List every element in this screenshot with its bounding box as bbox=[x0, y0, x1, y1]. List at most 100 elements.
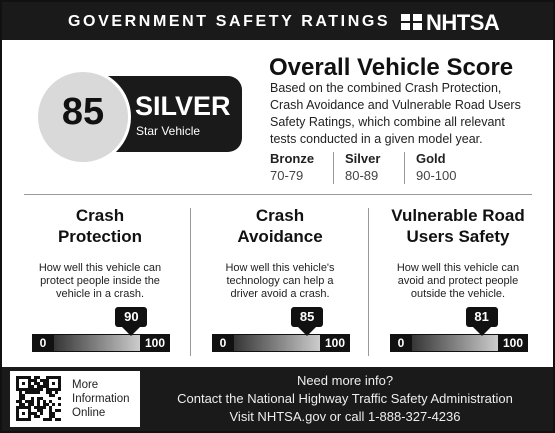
category-description: vehicle in a crash. bbox=[55, 288, 145, 300]
qr-cell bbox=[28, 415, 31, 418]
qr-cell bbox=[25, 388, 28, 391]
qr-cell bbox=[58, 382, 61, 385]
category-title: Crash bbox=[75, 206, 125, 225]
column-divider bbox=[368, 208, 369, 356]
qr-cell bbox=[22, 376, 25, 379]
qr-code bbox=[16, 376, 61, 421]
qr-cell bbox=[49, 400, 52, 403]
tier-name: Gold bbox=[416, 151, 446, 166]
qr-cell bbox=[49, 406, 52, 409]
category-title: Crash bbox=[255, 206, 305, 225]
category-description: avoid and protect people bbox=[397, 275, 519, 287]
score-circle bbox=[35, 69, 131, 165]
qr-cell bbox=[43, 385, 46, 388]
qr-cell bbox=[52, 412, 55, 415]
tier-name: Bronze bbox=[270, 151, 315, 166]
qr-cell bbox=[43, 382, 46, 385]
qr-cell bbox=[16, 388, 19, 391]
qr-cell bbox=[34, 388, 37, 391]
qr-cell bbox=[58, 376, 61, 379]
qr-cell bbox=[34, 415, 37, 418]
qr-cell bbox=[37, 397, 40, 400]
qr-cell bbox=[52, 382, 55, 385]
logo-icons bbox=[401, 14, 422, 30]
qr-cell bbox=[19, 376, 22, 379]
qr-cell bbox=[49, 418, 52, 421]
qr-cell bbox=[16, 406, 19, 409]
gauge-min: 0 bbox=[390, 334, 412, 352]
qr-cell bbox=[16, 400, 19, 403]
tier-range: 90-100 bbox=[416, 168, 457, 183]
qr-cell bbox=[28, 379, 31, 382]
qr-cell bbox=[40, 409, 43, 412]
gauge-max: 100 bbox=[140, 334, 170, 352]
qr-cell bbox=[49, 394, 52, 397]
category-description: driver avoid a crash. bbox=[230, 288, 330, 300]
qr-cell bbox=[37, 403, 40, 406]
qr-cell bbox=[31, 397, 34, 400]
qr-cell bbox=[25, 400, 28, 403]
qr-cell bbox=[55, 391, 58, 394]
qr-cell bbox=[25, 391, 28, 394]
tier-divider bbox=[333, 152, 334, 184]
qr-cell bbox=[19, 406, 22, 409]
marker-pointer bbox=[298, 327, 317, 336]
qr-cell bbox=[22, 397, 25, 400]
qr-cell bbox=[19, 403, 22, 406]
qr-cell bbox=[46, 382, 49, 385]
qr-label: Online bbox=[72, 407, 106, 419]
qr-cell bbox=[31, 403, 34, 406]
tier-range: 80-89 bbox=[345, 168, 379, 183]
qr-cell bbox=[31, 391, 34, 394]
category-description: How well this vehicle's bbox=[225, 262, 335, 274]
qr-cell bbox=[28, 406, 31, 409]
qr-cell bbox=[16, 376, 19, 379]
score-value: 85 bbox=[61, 91, 105, 133]
qr-cell bbox=[40, 406, 43, 409]
overall-description: Crash Avoidance and Vulnerable Road User… bbox=[270, 98, 521, 112]
tier-range: 70-79 bbox=[270, 168, 304, 183]
qr-cell bbox=[49, 388, 52, 391]
qr-cell bbox=[37, 382, 40, 385]
column-divider bbox=[190, 208, 191, 356]
qr-cell bbox=[28, 403, 31, 406]
qr-cell bbox=[34, 412, 37, 415]
header-title: GOVERNMENT SAFETY RATINGS bbox=[68, 13, 391, 30]
category-title: Avoidance bbox=[237, 227, 323, 246]
qr-cell bbox=[58, 409, 61, 412]
qr-cell bbox=[55, 376, 58, 379]
qr-cell bbox=[22, 394, 25, 397]
category-description: technology can help a bbox=[226, 275, 334, 287]
qr-cell bbox=[16, 418, 19, 421]
qr-cell bbox=[28, 385, 31, 388]
contact-line: Need more info? bbox=[296, 373, 394, 388]
qr-cell bbox=[37, 406, 40, 409]
qr-cell bbox=[16, 415, 19, 418]
qr-cell bbox=[58, 397, 61, 400]
qr-cell bbox=[16, 409, 19, 412]
qr-cell bbox=[25, 418, 28, 421]
qr-cell bbox=[52, 403, 55, 406]
qr-cell bbox=[37, 400, 40, 403]
qr-cell bbox=[28, 412, 31, 415]
qr-cell bbox=[37, 391, 40, 394]
qr-cell bbox=[25, 406, 28, 409]
qr-cell bbox=[58, 403, 61, 406]
qr-cell bbox=[43, 418, 46, 421]
qr-cell bbox=[52, 388, 55, 391]
qr-cell bbox=[40, 397, 43, 400]
qr-cell bbox=[49, 409, 52, 412]
qr-cell bbox=[46, 418, 49, 421]
category-title: Users Safety bbox=[406, 227, 510, 246]
gauge-marker: 85 bbox=[291, 307, 324, 327]
qr-cell bbox=[46, 391, 49, 394]
tier-name: Silver bbox=[345, 151, 381, 166]
logo-text: NHTSA bbox=[426, 10, 500, 35]
qr-cell bbox=[28, 382, 31, 385]
qr-cell bbox=[19, 400, 22, 403]
qr-cell bbox=[43, 406, 46, 409]
header-bar bbox=[2, 2, 553, 40]
separator bbox=[24, 194, 532, 195]
qr-cell bbox=[28, 409, 31, 412]
gauge-marker: 90 bbox=[115, 307, 148, 327]
